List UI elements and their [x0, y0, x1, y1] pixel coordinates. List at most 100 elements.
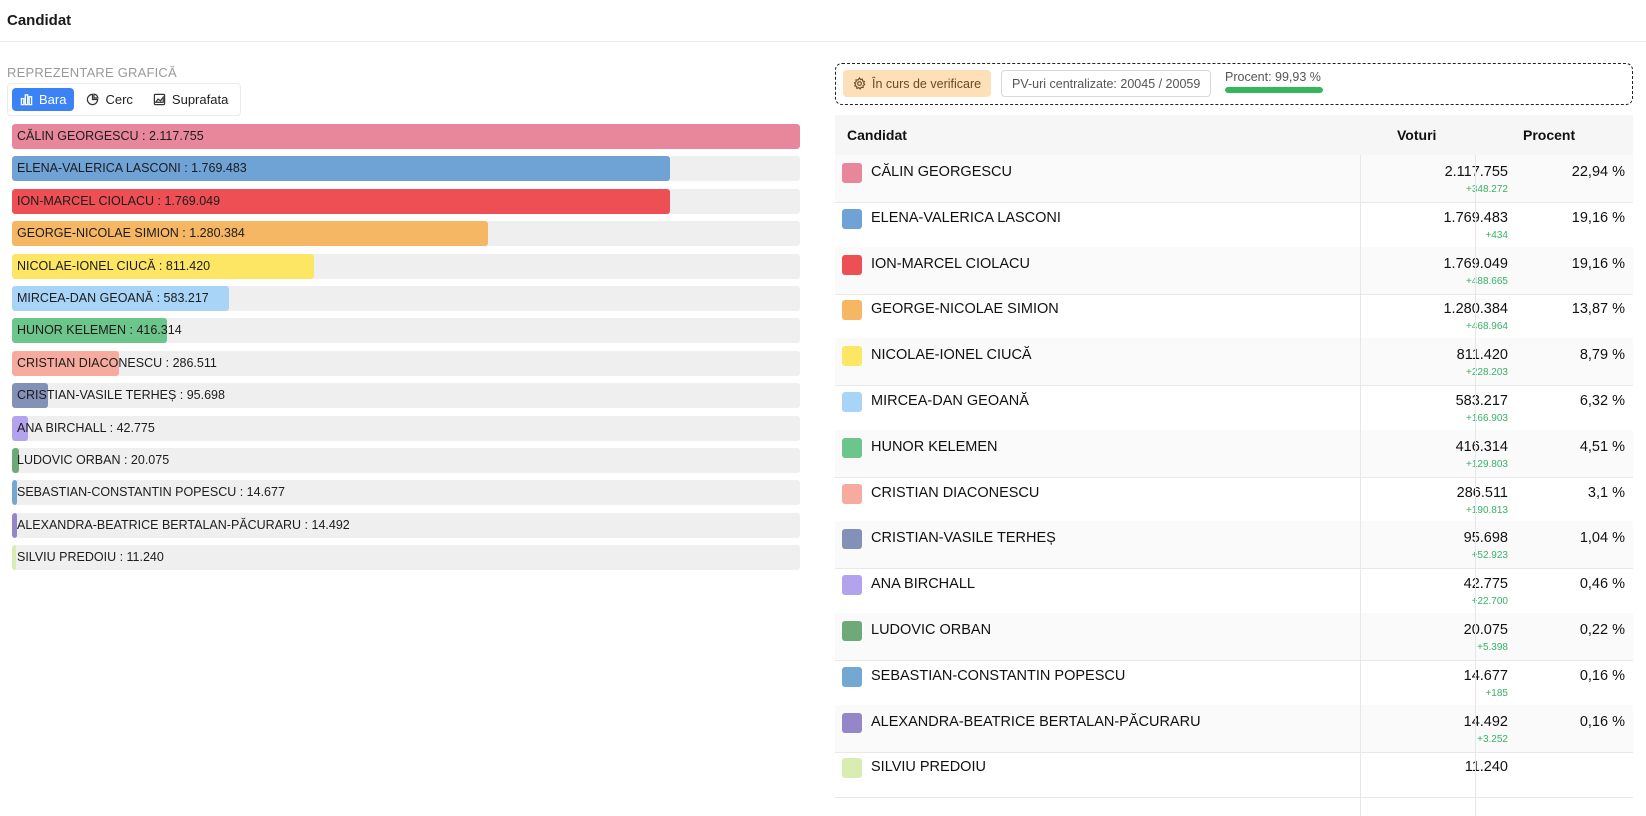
color-swatch [842, 437, 862, 458]
section-label: REPREZENTARE GRAFICĂ [7, 65, 177, 80]
table-row[interactable]: LUDOVIC ORBAN 20.075 +5.398 0,22 % [835, 613, 1633, 661]
bar-track[interactable]: ELENA-VALERICA LASCONI : 1.769.483 [12, 156, 800, 182]
bar-track[interactable]: CĂLIN GEORGESCU : 2.117.755 [12, 124, 800, 149]
table-row[interactable]: SILVIU PREDOIU 11.240 [835, 750, 1633, 799]
bar[interactable] [12, 350, 119, 376]
bar-track[interactable]: SEBASTIAN-CONSTANTIN POPESCU : 14.677 [12, 480, 800, 506]
candidate-name: CRISTIAN-VASILE TERHEȘ [871, 530, 1056, 547]
bar-track[interactable]: NICOLAE-IONEL CIUCĂ : 811.420 [12, 253, 800, 279]
chart-panel: REPREZENTARE GRAFICĂ Bara Cerc Suprafata… [0, 42, 815, 816]
table-row[interactable]: GEORGE-NICOLAE SIMION1.280.384+468.96413… [835, 292, 1633, 341]
votes-delta: +434 [1485, 229, 1508, 241]
header-percent[interactable]: Procent [1523, 127, 1576, 143]
header-candidate[interactable]: Candidat [847, 127, 907, 143]
votes-delta: +129.803 [1466, 458, 1508, 470]
table-row[interactable]: SEBASTIAN-CONSTANTIN POPESCU 14.677 +185 0,… [835, 659, 1633, 707]
votes-delta: +488.665 [1466, 275, 1508, 287]
bar[interactable] [12, 545, 17, 571]
votes-delta: +228.203 [1466, 367, 1508, 379]
bar[interactable] [12, 124, 800, 149]
toggle-pie-label: Cerc [105, 92, 133, 107]
bar[interactable] [12, 221, 489, 247]
percent-value: 4,51 % [1579, 438, 1625, 455]
color-swatch [842, 208, 862, 229]
header-votes[interactable]: Voturi [1397, 127, 1437, 143]
color-swatch [842, 483, 862, 504]
percent-value: 3,1 % [1587, 484, 1625, 501]
table-row[interactable]: ION-MARCEL CIOLACU1.769.049+488.66519,16… [835, 246, 1633, 295]
votes-delta: +190.813 [1466, 504, 1508, 516]
bar[interactable] [12, 286, 229, 311]
bar-track[interactable]: CRISTIAN-VASILE TERHEȘ : 95.698 [12, 383, 800, 409]
bar-track[interactable]: GEORGE-NICOLAE SIMION : 1.280.384 [12, 221, 800, 247]
bar[interactable] [12, 415, 28, 441]
table-row[interactable]: NICOLAE-IONEL CIUCĂ 811.420 +228.203 8,79 % [835, 338, 1633, 387]
candidate-name: MIRCEA-DAN GEOANĂ [871, 393, 1029, 409]
table-row[interactable]: HUNOR KELEMEN 416.314 +129.803 4,51 % [835, 429, 1633, 478]
bar-track[interactable]: CRISTIAN DIACONESCU : 286.511 [12, 350, 800, 376]
percent-value: 6,32 % [1579, 393, 1625, 409]
toggle-pie-button[interactable]: Cerc [78, 88, 140, 111]
bar-label: CĂLIN GEORGESCU : 2.117.755 [17, 129, 204, 143]
candidate-name: LUDOVIC ORBAN [871, 622, 992, 638]
color-swatch [842, 666, 862, 687]
bar[interactable] [12, 512, 18, 538]
table-row[interactable]: CRISTIAN-VASILE TERHEȘ 95.698 +52.923 1,04 … [835, 521, 1633, 570]
gear-icon [853, 77, 866, 90]
percent-value: 22,94 % [1571, 164, 1625, 180]
bar[interactable] [12, 318, 167, 344]
color-swatch [842, 758, 862, 779]
bar-label: ION-MARCEL CIOLACU : 1.769.049 [17, 193, 221, 208]
table-row[interactable]: CRISTIAN DIACONESCU 286.511 +190.813 3,1 % [835, 476, 1633, 524]
votes-delta: +166.903 [1466, 413, 1508, 424]
column-divider [1475, 155, 1476, 816]
page-header: Candidat [0, 0, 1646, 42]
votes-delta: +22.700 [1471, 596, 1508, 608]
bar-track[interactable]: ION-MARCEL CIOLACU : 1.769.049 [12, 188, 800, 214]
color-swatch [842, 712, 862, 733]
candidate-name: GEORGE-NICOLAE SIMION [871, 301, 1059, 318]
percent-value: 0,16 % [1579, 713, 1625, 730]
bar[interactable] [12, 480, 18, 506]
toggle-area-label: Suprafata [171, 92, 229, 107]
pie-chart-icon [87, 93, 100, 106]
percent-value: 1,04 % [1579, 530, 1625, 547]
bar-track[interactable]: MIRCEA-DAN GEOANĂ : 583.217 [12, 286, 800, 311]
votes-value: 11.240 [1464, 759, 1508, 776]
bar-chart-icon [20, 94, 33, 106]
table-row[interactable]: ALEXANDRA-BEATRICE BERTALAN-PĂCURARU 14.4… [835, 704, 1633, 753]
votes-delta: +468.964 [1466, 321, 1508, 333]
bar-label: SILVIU PREDOIU : 11.240 [17, 550, 164, 565]
toggle-bar-label: Bara [39, 92, 67, 107]
table-row[interactable]: ELENA-VALERICA LASCONI1.769.483+43419,16… [835, 201, 1633, 249]
table-row[interactable]: MIRCEA-DAN GEOANĂ 583.217 +166.903 6,32 % [835, 384, 1633, 432]
table-row[interactable]: CĂLIN GEORGESCU 2.117.755 +348.272 22,94 % [835, 155, 1633, 203]
percent-value: 8,79 % [1579, 347, 1625, 364]
candidate-name: CRISTIAN DIACONESCU [871, 484, 1040, 501]
bar[interactable] [12, 156, 671, 182]
results-table: Candidat Voturi Procent CĂLIN GEORGESCU 2… [835, 115, 1633, 816]
bar-track[interactable]: LUDOVIC ORBAN : 20.075 [12, 448, 800, 473]
bar[interactable] [12, 253, 314, 279]
procent-indicator: Procent: 99,93 % [1225, 70, 1345, 93]
bar-track[interactable]: SILVIU PREDOIU : 11.240 [12, 545, 800, 571]
bar[interactable] [12, 383, 48, 409]
bar-track[interactable]: ANA BIRCHALL : 42.775 [12, 415, 800, 441]
candidate-name: SEBASTIAN-CONSTANTIN POPESCU [871, 667, 1126, 684]
toggle-area-button[interactable]: Suprafata [145, 88, 236, 111]
table-row[interactable]: ANA BIRCHALL 42.775 +22.700 0,46 % [835, 567, 1633, 616]
color-swatch [842, 575, 862, 596]
bar-label: CRISTIAN DIACONESCU : 286.511 [17, 355, 217, 370]
toggle-bar-button[interactable]: Bara [12, 88, 75, 111]
bar[interactable] [12, 448, 20, 473]
votes-value: 286.511 [1456, 484, 1508, 501]
bar-track[interactable]: HUNOR KELEMEN : 416.314 [12, 318, 800, 344]
votes-value: 416.314 [1455, 438, 1508, 455]
bar-track[interactable]: ALEXANDRA-BEATRICE BERTALAN-PĂCURARU : 1… [12, 512, 800, 538]
percent-value: 13,87 % [1571, 301, 1625, 318]
votes-delta: +185 [1485, 687, 1508, 699]
bar-label: SEBASTIAN-CONSTANTIN POPESCU : 14.677 [17, 485, 285, 500]
votes-value: 811.420 [1456, 347, 1508, 364]
bar[interactable] [12, 188, 671, 214]
bar-label: LUDOVIC ORBAN : 20.075 [17, 453, 170, 467]
